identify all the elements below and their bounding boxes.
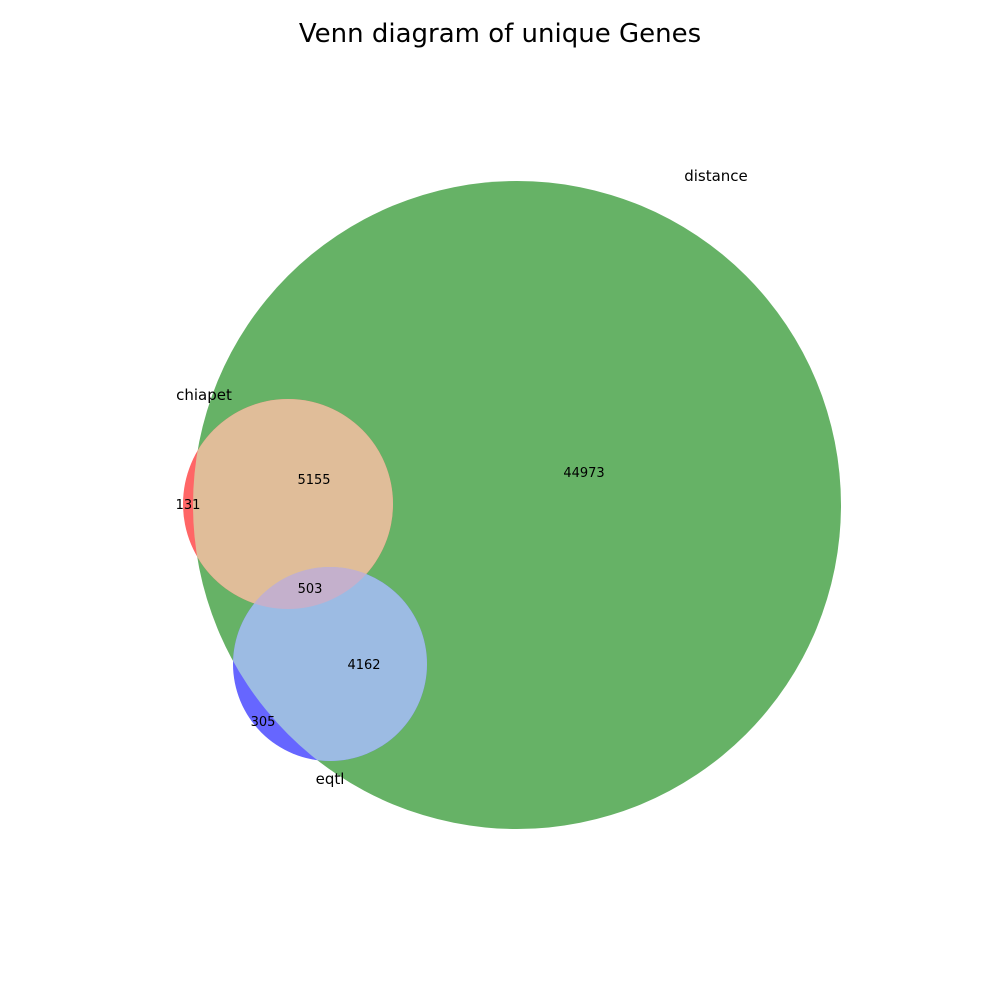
set-label-chiapet: chiapet (176, 386, 232, 404)
count-distance-eqtl: 4162 (347, 658, 380, 673)
chiapet-distance-region (193, 399, 393, 609)
set-label-distance: distance (684, 167, 748, 185)
set-label-eqtl: eqtl (316, 770, 345, 788)
count-eqtl-only: 305 (251, 715, 276, 730)
chart-title: Venn diagram of unique Genes (299, 19, 701, 49)
count-distance-only: 44973 (563, 466, 604, 481)
count-chiapet-distance: 5155 (297, 473, 330, 488)
count-all-three: 503 (298, 582, 323, 597)
distance-eqtl-region (233, 567, 427, 761)
count-chiapet-only: 131 (176, 498, 201, 513)
